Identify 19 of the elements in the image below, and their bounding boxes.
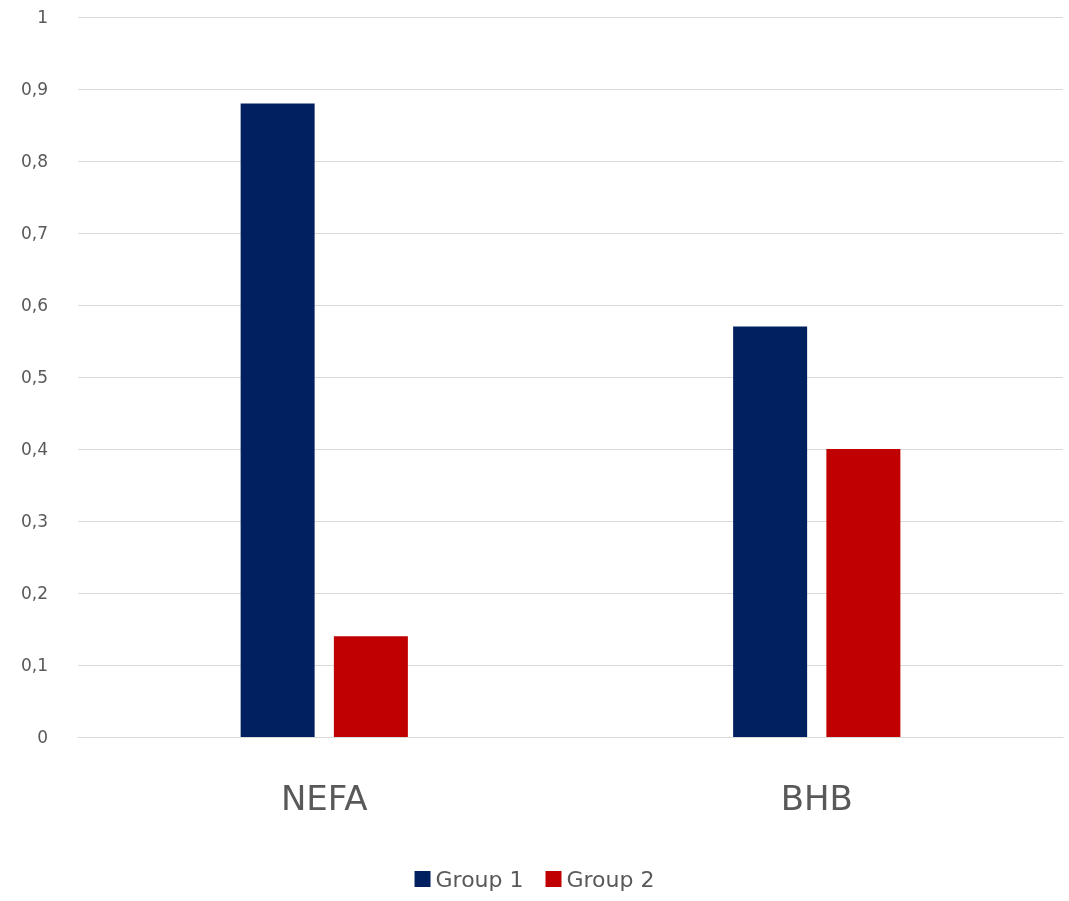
y-tick-label: 0,8	[20, 151, 48, 171]
y-tick-label: 0,3	[20, 511, 48, 531]
y-tick-label: 0,1	[20, 655, 48, 675]
bar	[333, 636, 408, 737]
legend-label: Group 1	[435, 866, 524, 892]
y-tick-label: 0,5	[20, 367, 48, 387]
y-tick-label: 1	[37, 7, 48, 27]
bar	[733, 326, 808, 737]
y-tick-label: 0,4	[20, 439, 48, 459]
x-tick-label: BHB	[780, 778, 853, 818]
y-tick-label: 0,6	[20, 295, 48, 315]
bar	[826, 449, 901, 737]
y-tick-label: 0,9	[20, 79, 48, 99]
y-tick-label: 0	[37, 727, 48, 747]
legend-label: Group 2	[566, 866, 655, 892]
x-tick-label: NEFA	[280, 778, 368, 818]
y-tick-label: 0,7	[20, 223, 48, 243]
y-tick-label: 0,2	[20, 583, 48, 603]
bar	[240, 103, 315, 737]
